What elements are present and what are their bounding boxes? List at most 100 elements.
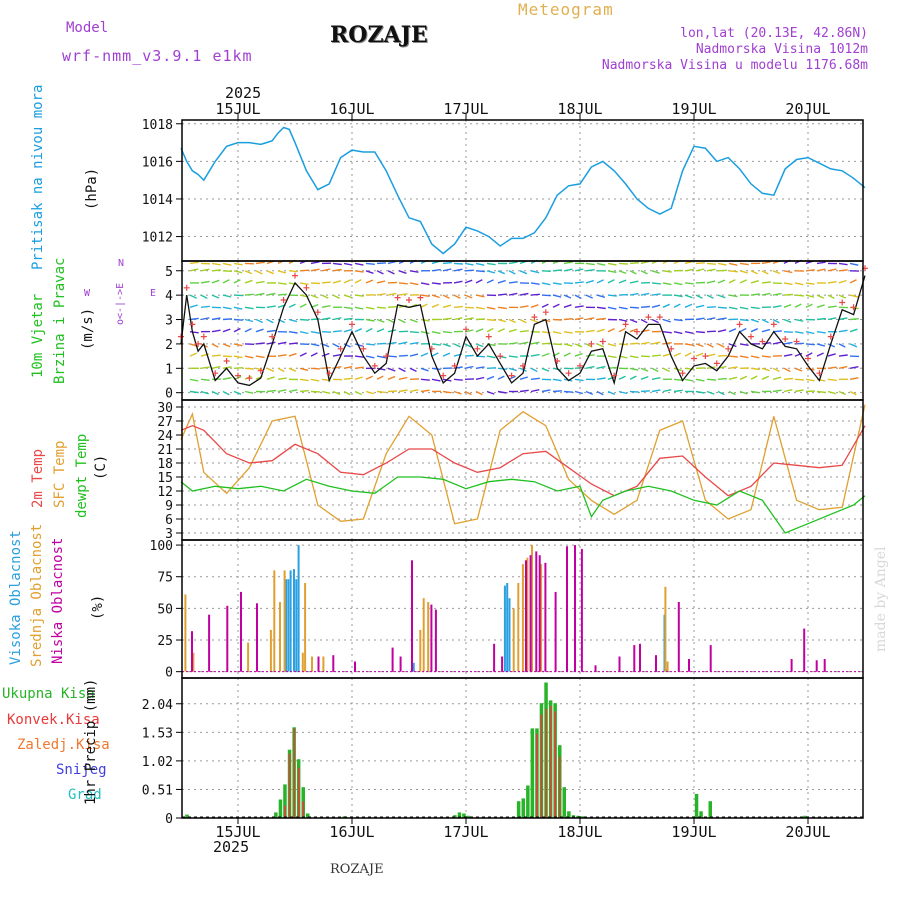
wind-arrow: [453, 317, 463, 321]
wind-arrow: [640, 292, 650, 296]
wind-arrow: [717, 354, 728, 357]
wind-arrow: [475, 262, 485, 266]
y-tick-label: 1016: [142, 155, 173, 170]
wind-arrow: [266, 367, 275, 372]
wind-arrow: [420, 378, 430, 381]
wind-arrow: [464, 294, 473, 299]
precip-label-total: Ukupna Kisa: [2, 686, 95, 702]
wind-arrow: [200, 294, 208, 300]
wind-arrow: [310, 268, 320, 272]
wind-arrow: [321, 352, 330, 357]
wind-arrow: [299, 352, 307, 357]
wind-arrow: [398, 376, 408, 380]
wind-arrow: [321, 305, 331, 308]
wind-arrow: [816, 304, 825, 308]
wind-gust-marker: [736, 321, 743, 328]
wind-arrow: [211, 329, 221, 333]
wind-arrow: [783, 318, 792, 323]
mid-cloud-bar: [247, 642, 250, 672]
wind-arrow: [387, 318, 395, 324]
wind-arrow: [827, 378, 837, 382]
wind-arrow: [761, 292, 771, 296]
wind-arrow: [563, 390, 573, 393]
wind-arrow: [794, 282, 804, 286]
total-precip-bar: [530, 728, 535, 818]
wind-gust-marker: [371, 362, 378, 369]
low-cloud-bar: [618, 656, 621, 672]
wind-arrow: [222, 279, 230, 284]
wind-arrow: [618, 270, 627, 275]
wind-gust-marker: [440, 372, 447, 379]
wind-arrow: [244, 355, 254, 359]
x-day-label-bottom: 17JUL: [443, 823, 488, 841]
wind-arrow: [827, 305, 837, 308]
wind-arrow: [299, 282, 309, 286]
wind-arrow: [563, 268, 573, 272]
conv-precip-bar: [288, 753, 291, 818]
wind-arrow: [519, 318, 527, 324]
y-tick-label: 50: [157, 602, 173, 617]
wind-arrow: [354, 279, 362, 284]
wind-arrow: [706, 294, 714, 299]
wind-gust-marker: [634, 328, 640, 335]
wind-arrow: [739, 375, 748, 380]
wind-arrow: [541, 294, 551, 297]
wind-arrow: [838, 365, 848, 369]
total-precip-bar: [521, 798, 525, 818]
mid-cloud-bar: [283, 570, 286, 672]
wind-arrow: [695, 262, 705, 265]
wind-arrow: [475, 294, 485, 298]
wind-arrow: [475, 279, 483, 284]
wind-arrow: [640, 341, 650, 345]
wind-arrow: [684, 343, 694, 346]
wind-arrow: [508, 281, 518, 284]
wind-arrow: [838, 262, 848, 266]
wind-arrow: [805, 378, 815, 382]
wind-arrow: [739, 262, 749, 266]
wind-arrow: [618, 327, 626, 333]
wind-arrow: [827, 353, 836, 357]
wind-arrow: [420, 389, 430, 393]
meteogram-title: Meteogram: [518, 0, 614, 19]
wind-arrow: [464, 390, 472, 396]
wind-arrow: [321, 294, 329, 299]
wind-arrow: [398, 389, 408, 393]
wind-arrow: [497, 293, 507, 296]
wind-arrow: [266, 318, 274, 324]
wind-arrow: [222, 270, 232, 272]
wind-gust-marker: [793, 338, 800, 345]
wind-arrow: [255, 270, 263, 275]
wind-arrow: [772, 305, 782, 308]
wind-arrow: [453, 268, 463, 272]
wind-arrow: [398, 341, 408, 345]
wind-arrow: [288, 367, 297, 372]
wind-arrow: [442, 352, 451, 357]
wind-arrow: [189, 317, 199, 321]
wind-arrow: [332, 280, 342, 284]
wind-arrow: [343, 262, 353, 266]
mid-cloud-bar: [666, 661, 669, 672]
wind-arrow: [739, 318, 749, 322]
wind-arrow: [398, 282, 408, 285]
wind-arrow: [222, 294, 232, 298]
wind-arrow: [739, 355, 749, 359]
wind-arrow: [475, 328, 484, 333]
low-cloud-bar: [493, 643, 496, 672]
wind-arrow: [706, 343, 714, 348]
low-cloud-bar: [633, 645, 636, 672]
wind-arrow: [629, 292, 639, 296]
wind-arrow: [805, 343, 815, 346]
wind-arrow: [783, 367, 791, 373]
wind-arrow: [728, 306, 738, 310]
wind-arrow: [805, 282, 815, 285]
mid-cloud-bar: [521, 564, 524, 672]
total-precip-bar: [567, 811, 571, 818]
wind-arrow: [673, 318, 683, 322]
wind-arrow: [574, 352, 583, 357]
wind-arrow: [486, 327, 494, 333]
wind-gust-marker: [451, 362, 458, 369]
wind-arrow: [233, 262, 243, 266]
x-day-label-top: 15JUL: [215, 100, 260, 118]
wind-arrow: [420, 367, 429, 372]
y-tick-label: 0: [165, 666, 173, 681]
